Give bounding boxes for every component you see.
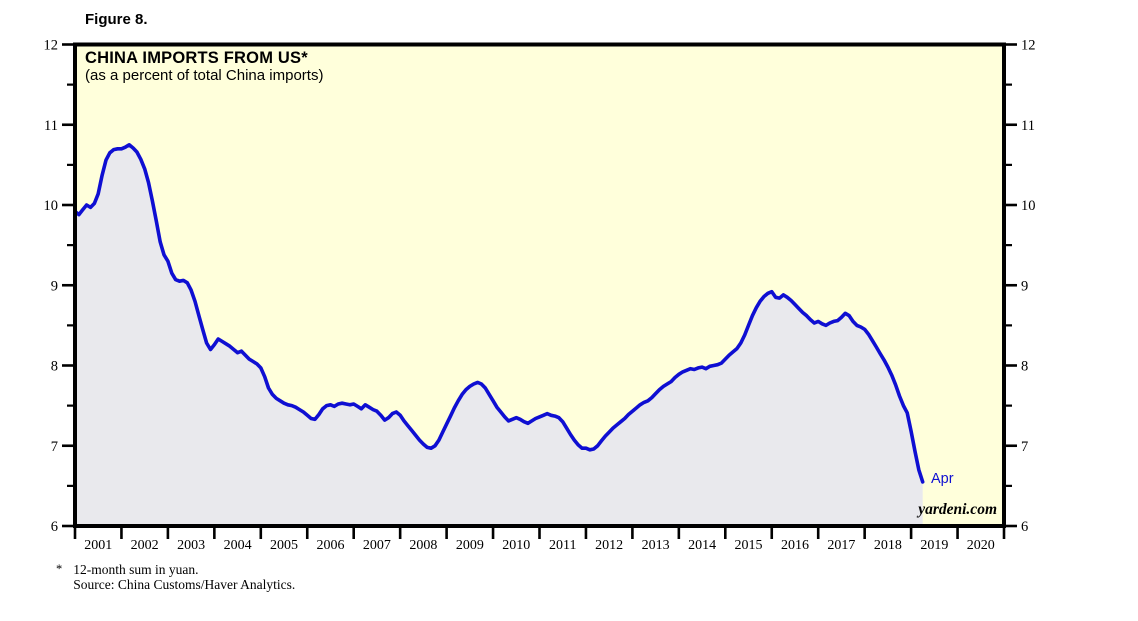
- x-axis-year-label: 2001: [84, 538, 112, 553]
- x-axis-year-label: 2003: [177, 538, 205, 553]
- y-axis-label-right: 12: [1021, 38, 1036, 54]
- y-axis-label-left: 11: [44, 118, 58, 134]
- x-axis-year-label: 2002: [131, 538, 159, 553]
- data-line: [73, 143, 925, 484]
- footnote-asterisk: *: [56, 562, 63, 576]
- y-axis-label-left: 9: [51, 278, 58, 294]
- x-axis-year-label: 2006: [316, 538, 344, 553]
- area-fill: [75, 144, 923, 527]
- x-axis-year-label: 2012: [595, 538, 623, 553]
- x-axis-year-label: 2020: [967, 538, 995, 553]
- y-axis-label-right: 7: [1021, 439, 1028, 455]
- footnote-text: 12-month sum in yuan. Source: China Cust…: [73, 562, 295, 592]
- footnote-line-1: 12-month sum in yuan.: [73, 562, 199, 577]
- y-axis-label-right: 10: [1021, 198, 1036, 214]
- y-axis-label-left: 12: [44, 38, 59, 54]
- footnote: * 12-month sum in yuan. Source: China Cu…: [56, 562, 295, 592]
- x-axis-year-label: 2011: [549, 538, 576, 553]
- x-axis-year-label: 2004: [224, 538, 252, 553]
- y-axis-label-right: 8: [1021, 359, 1028, 375]
- x-axis-year-label: 2017: [827, 538, 855, 553]
- y-axis-label-left: 10: [44, 198, 59, 214]
- x-axis-year-label: 2010: [502, 538, 530, 553]
- x-axis-year-label: 2016: [781, 538, 809, 553]
- watermark-yardeni: yardeni.com: [918, 501, 997, 518]
- chart-subtitle: (as a percent of total China imports): [85, 67, 324, 84]
- series-end-point-label: Apr: [931, 471, 954, 487]
- y-axis-label-right: 6: [1021, 519, 1028, 535]
- y-axis-label-left: 6: [51, 519, 58, 535]
- x-axis-year-label: 2018: [874, 538, 902, 553]
- y-axis-label-right: 9: [1021, 278, 1028, 294]
- x-axis-year-label: 2019: [920, 538, 948, 553]
- y-axis-label-left: 8: [51, 359, 58, 375]
- figure-number-label: Figure 8.: [85, 11, 148, 28]
- y-axis-label-left: 7: [51, 439, 58, 455]
- x-axis-year-label: 2014: [688, 538, 716, 553]
- plot-border: [73, 42, 1006, 528]
- y-axis-label-right: 11: [1021, 118, 1035, 134]
- x-axis-year-label: 2013: [642, 538, 670, 553]
- footnote-line-2: Source: China Customs/Haver Analytics.: [73, 577, 296, 592]
- x-axis-year-label: 2009: [456, 538, 484, 553]
- x-axis-year-label: 2007: [363, 538, 391, 553]
- x-axis-year-label: 2015: [735, 538, 763, 553]
- chart-title: CHINA IMPORTS FROM US*: [85, 49, 308, 67]
- x-axis-year-label: 2005: [270, 538, 298, 553]
- x-axis-year-label: 2008: [409, 538, 437, 553]
